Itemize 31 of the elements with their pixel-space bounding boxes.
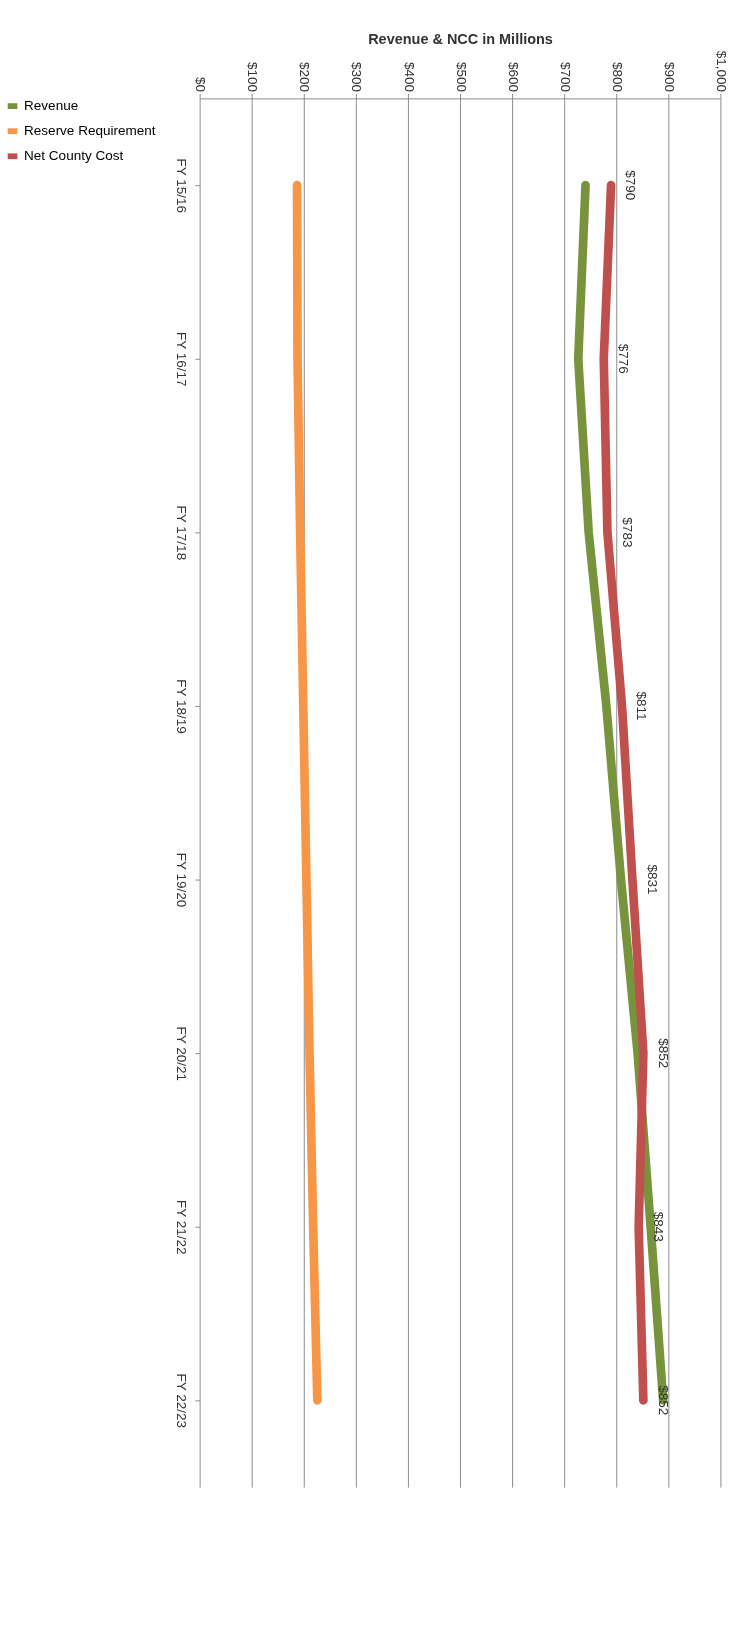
- legend-label: Revenue: [24, 97, 79, 113]
- data-label: $843: [651, 1211, 667, 1242]
- y-tick-label: FY 20/21: [173, 1026, 189, 1081]
- x-tick-label: $400: [401, 62, 417, 93]
- data-label: $811: [634, 691, 650, 721]
- x-tick-label: $300: [349, 62, 365, 93]
- legend-label: Net County Cost: [24, 148, 124, 164]
- x-axis-title: Revenue & NCC in Millions: [368, 31, 553, 48]
- data-label: $831: [644, 864, 660, 895]
- data-label: $776: [616, 343, 632, 374]
- x-tick-label: $900: [661, 62, 677, 93]
- y-tick-label: FY 22/23: [173, 1373, 189, 1429]
- data-label: $852: [655, 1385, 671, 1416]
- y-tick-label: FY 21/22: [173, 1199, 189, 1255]
- x-tick-label: $500: [453, 62, 469, 93]
- y-tick-label: FY 17/18: [173, 505, 189, 561]
- data-label: $783: [619, 517, 635, 548]
- x-tick-label: $0: [193, 77, 209, 93]
- y-tick-label: FY 16/17: [173, 331, 189, 387]
- data-label: $852: [655, 1038, 671, 1069]
- x-tick-label: $200: [297, 62, 313, 93]
- y-tick-label: FY 18/19: [173, 679, 189, 734]
- x-tick-label: $800: [609, 62, 625, 93]
- y-tick-label: FY 15/16: [173, 158, 189, 213]
- x-tick-label: $1,000: [714, 50, 730, 93]
- legend-label: Reserve Requirement: [24, 123, 156, 139]
- y-tick-label: FY 19/20: [173, 852, 189, 908]
- x-tick-label: $700: [557, 62, 573, 93]
- x-tick-label: $100: [245, 62, 261, 93]
- x-tick-label: $600: [505, 62, 521, 93]
- data-label: $790: [623, 170, 639, 201]
